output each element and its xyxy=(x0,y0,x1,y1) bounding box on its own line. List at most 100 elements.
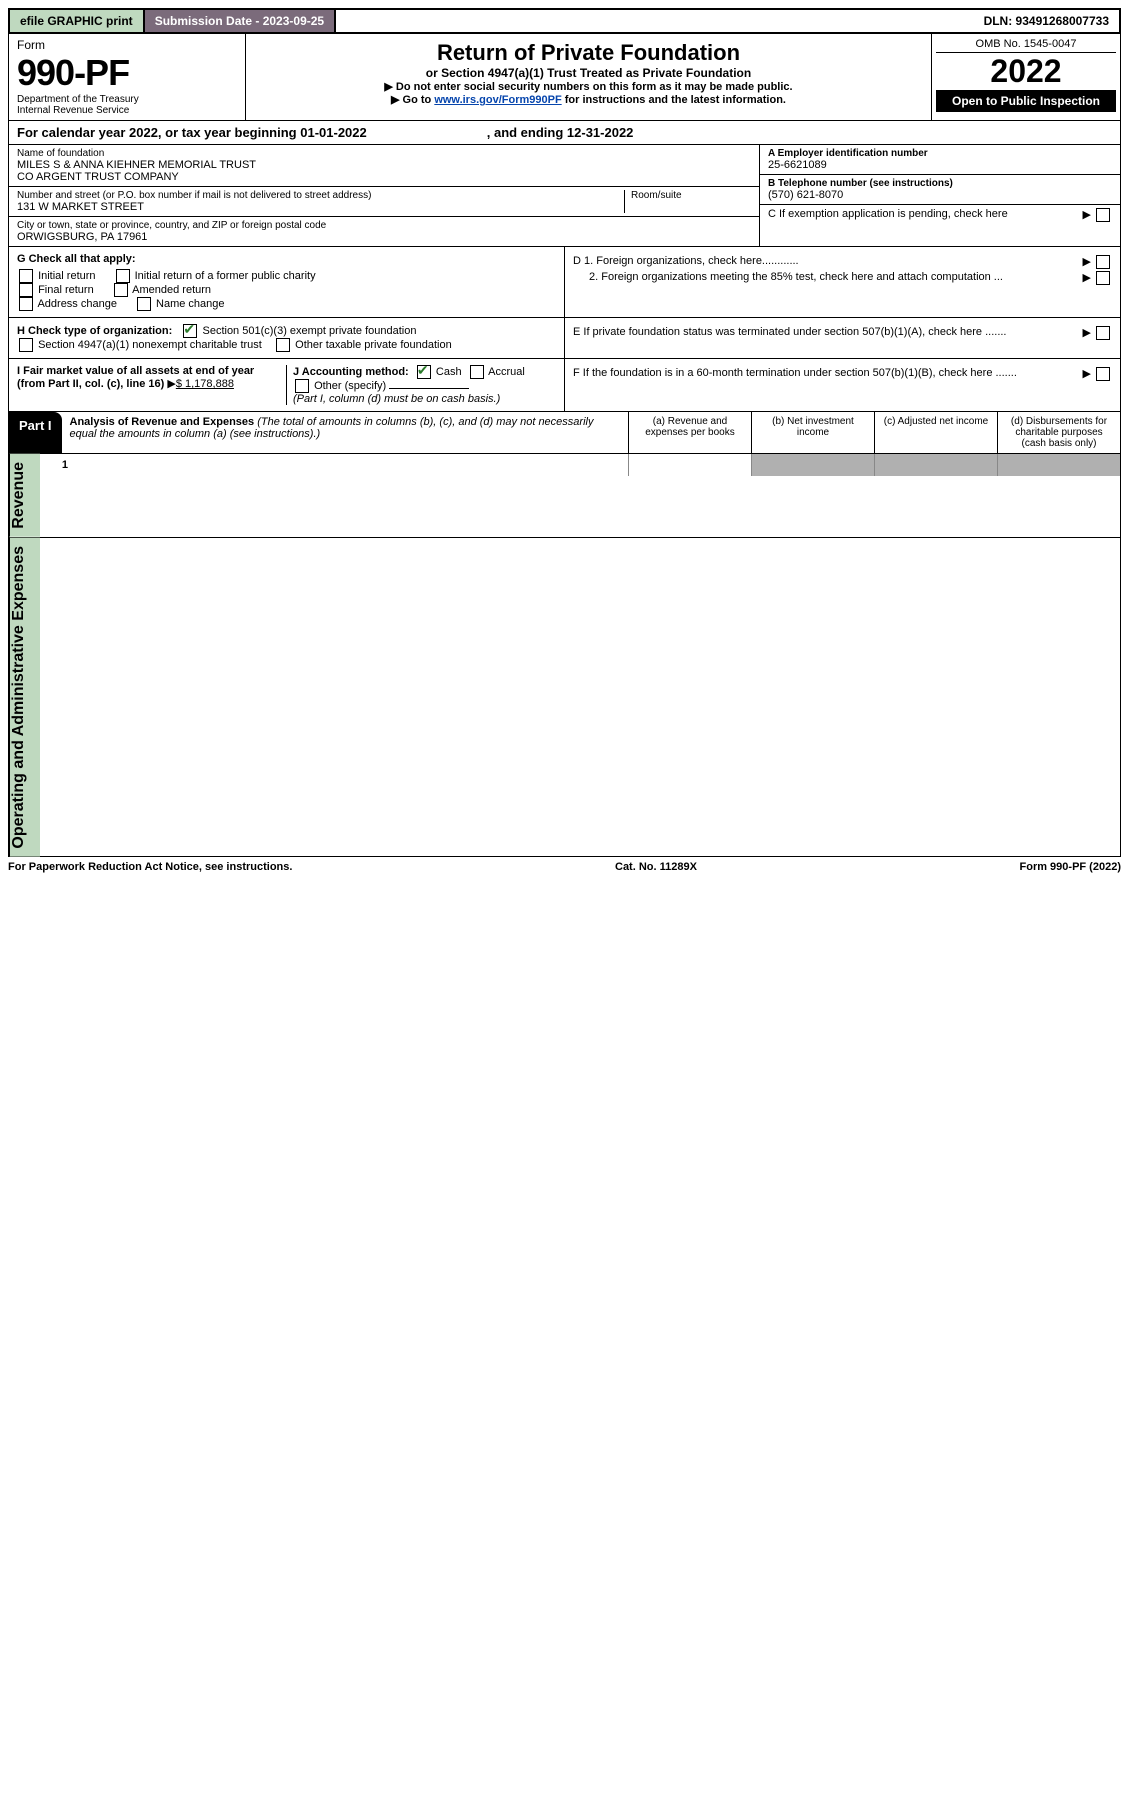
j-accrual: Accrual xyxy=(488,366,525,378)
open-to-public: Open to Public Inspection xyxy=(936,90,1116,112)
col-c-hdr: (c) Adjusted net income xyxy=(874,412,997,453)
section-h: H Check type of organization: Section 50… xyxy=(9,318,565,358)
g-opt-2: Address change xyxy=(37,298,117,310)
foundation-name-cell: Name of foundation MILES S & ANNA KIEHNE… xyxy=(9,145,759,187)
revenue-block: Revenue 1 xyxy=(8,454,1121,538)
addr-value: 131 W MARKET STREET xyxy=(17,201,624,213)
h-501c3-chk[interactable] xyxy=(183,324,197,338)
cal-end: 12-31-2022 xyxy=(567,125,634,140)
j-other: Other (specify) xyxy=(314,380,386,392)
part1-badge: Part I xyxy=(9,412,62,453)
cal-pre: For calendar year 2022, or tax year begi… xyxy=(17,125,300,140)
goto-note: ▶ Go to www.irs.gov/Form990PF for instru… xyxy=(252,93,925,106)
section-d: D 1. Foreign organizations, check here..… xyxy=(565,247,1120,317)
h-other-chk[interactable] xyxy=(276,338,290,352)
d1-checkbox[interactable] xyxy=(1096,255,1110,269)
g-opt-1: Final return xyxy=(38,284,94,296)
expenses-block: Operating and Administrative Expenses xyxy=(8,538,1121,858)
j-note: (Part I, column (d) must be on cash basi… xyxy=(293,393,500,405)
j-label: J Accounting method: xyxy=(293,366,409,378)
expenses-rows xyxy=(40,538,1120,857)
city-label: City or town, state or province, country… xyxy=(17,220,751,231)
city-cell: City or town, state or province, country… xyxy=(9,217,759,246)
dept-treasury: Department of the Treasury xyxy=(17,94,237,105)
tel-label: B Telephone number (see instructions) xyxy=(768,178,1112,189)
ein-value: 25-6621089 xyxy=(768,159,1112,171)
form-subtitle: or Section 4947(a)(1) Trust Treated as P… xyxy=(252,66,925,80)
efile-print-button[interactable]: efile GRAPHIC print xyxy=(10,10,145,32)
section-g: G Check all that apply: Initial return I… xyxy=(9,247,565,317)
col-b-hdr: (b) Net investment income xyxy=(751,412,874,453)
c-label: C If exemption application is pending, c… xyxy=(768,208,1008,220)
e-checkbox[interactable] xyxy=(1096,326,1110,340)
cell-b xyxy=(751,454,874,476)
c-checkbox[interactable] xyxy=(1096,208,1110,222)
g-final-return-chk[interactable] xyxy=(19,283,33,297)
cal-mid: , and ending xyxy=(487,125,567,140)
calendar-year-row: For calendar year 2022, or tax year begi… xyxy=(8,121,1121,145)
city-value: ORWIGSBURG, PA 17961 xyxy=(17,231,751,243)
form990pf-link[interactable]: www.irs.gov/Form990PF xyxy=(434,94,561,106)
j-accrual-chk[interactable] xyxy=(470,365,484,379)
table-row: 1 xyxy=(40,454,1120,476)
section-f: F If the foundation is in a 60-month ter… xyxy=(565,359,1120,411)
address-cell: Number and street (or P.O. box number if… xyxy=(9,187,759,217)
g-initial-return-chk[interactable] xyxy=(19,269,33,283)
ein-label: A Employer identification number xyxy=(768,148,1112,159)
revenue-sidebar: Revenue xyxy=(9,454,40,537)
g-opt-0: Initial return xyxy=(38,270,95,282)
name-line1: MILES S & ANNA KIEHNER MEMORIAL TRUST xyxy=(17,159,751,171)
h3-label: Other taxable private foundation xyxy=(295,339,452,351)
form-label: Form xyxy=(17,38,237,52)
g-label: G Check all that apply: xyxy=(17,253,136,265)
f-checkbox[interactable] xyxy=(1096,367,1110,381)
h-4947-chk[interactable] xyxy=(19,338,33,352)
f-label: F If the foundation is in a 60-month ter… xyxy=(573,367,1017,379)
col-a-hdr: (a) Revenue and expenses per books xyxy=(628,412,751,453)
tax-year: 2022 xyxy=(936,53,1116,90)
irs-label: Internal Revenue Service xyxy=(17,105,237,116)
info-grid: Name of foundation MILES S & ANNA KIEHNE… xyxy=(8,145,1121,247)
section-ij-f: I Fair market value of all assets at end… xyxy=(8,359,1121,412)
footer-mid: Cat. No. 11289X xyxy=(615,861,697,873)
addr-label: Number and street (or P.O. box number if… xyxy=(17,190,624,201)
footer-right: Form 990-PF (2022) xyxy=(1020,861,1121,873)
g-amended-chk[interactable] xyxy=(114,283,128,297)
part1-title-desc: Analysis of Revenue and Expenses (The to… xyxy=(62,412,628,453)
header-right: OMB No. 1545-0047 2022 Open to Public In… xyxy=(931,34,1120,120)
top-bar: efile GRAPHIC print Submission Date - 20… xyxy=(8,8,1121,34)
j-other-chk[interactable] xyxy=(295,379,309,393)
h2-label: Section 4947(a)(1) nonexempt charitable … xyxy=(38,339,262,351)
cell-c xyxy=(874,454,997,476)
g-address-change-chk[interactable] xyxy=(19,297,33,311)
g-name-change-chk[interactable] xyxy=(137,297,151,311)
header-center: Return of Private Foundation or Section … xyxy=(246,34,931,120)
form-number: 990-PF xyxy=(17,52,237,94)
h-label: H Check type of organization: xyxy=(17,325,172,337)
omb-number: OMB No. 1545-0047 xyxy=(936,38,1116,53)
row-desc xyxy=(74,463,628,467)
i-value: $ 1,178,888 xyxy=(176,378,234,390)
name-line2: CO ARGENT TRUST COMPANY xyxy=(17,171,751,183)
ein-cell: A Employer identification number 25-6621… xyxy=(760,145,1120,175)
part1-title: Analysis of Revenue and Expenses xyxy=(70,416,255,428)
cal-begin: 01-01-2022 xyxy=(300,125,367,140)
e-label: E If private foundation status was termi… xyxy=(573,326,1007,338)
goto-suffix: for instructions and the latest informat… xyxy=(562,94,786,106)
c-cell: C If exemption application is pending, c… xyxy=(760,205,1120,223)
d2-checkbox[interactable] xyxy=(1096,271,1110,285)
form-header: Form 990-PF Department of the Treasury I… xyxy=(8,34,1121,121)
h1-label: Section 501(c)(3) exempt private foundat… xyxy=(202,325,416,337)
name-label: Name of foundation xyxy=(17,148,751,159)
section-h-e: H Check type of organization: Section 50… xyxy=(8,318,1121,359)
section-e: E If private foundation status was termi… xyxy=(565,318,1120,358)
j-cash-chk[interactable] xyxy=(417,365,431,379)
cell-a xyxy=(628,454,751,476)
g-opt-4: Amended return xyxy=(132,284,211,296)
expenses-sidebar: Operating and Administrative Expenses xyxy=(9,538,40,857)
page-footer: For Paperwork Reduction Act Notice, see … xyxy=(8,857,1121,877)
part1-header-row: Part I Analysis of Revenue and Expenses … xyxy=(8,412,1121,454)
g-opt-3: Initial return of a former public charit… xyxy=(135,270,316,282)
tel-cell: B Telephone number (see instructions) (5… xyxy=(760,175,1120,205)
g-initial-former-chk[interactable] xyxy=(116,269,130,283)
